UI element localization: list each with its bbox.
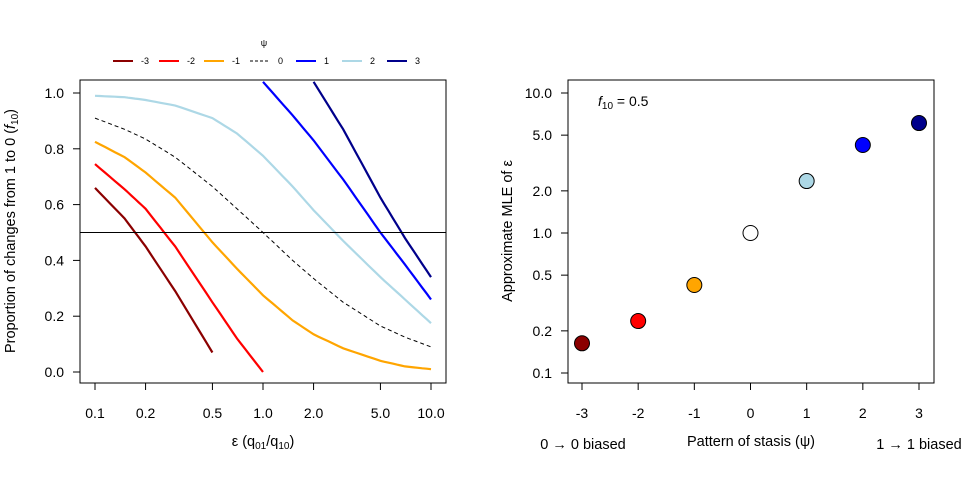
y-axis: 0.0 0.2 0.4 0.6 0.8 1.0 [45,85,80,380]
scatter-point [630,313,647,330]
left-chart: ψ -3 -2 -1 0 1 2 3 0.1 0.2 0.5 1.0 2.0 5.0 10.0 0.00… [3,38,447,452]
legend-label--3: -3 [141,56,149,66]
x-tick-label: -3 [576,405,589,421]
right-chart: -3 -2 -1 0 1 2 3 0.1 0.2 0.5 1.0 2.0 5.0 10.0 f10 = … [500,79,962,453]
x-axis-label-right: Pattern of stasis (ψ) [687,434,815,450]
scatter-point [798,173,815,190]
y-tick-label: 0.2 [45,308,65,324]
left-bias-note: 0 → 0 biased [540,437,625,453]
y-tick-label: 0.1 [533,365,553,381]
y-tick-label: 5.0 [533,127,553,143]
x-tick-label: 2 [859,405,867,421]
legend-label-1: 1 [324,56,329,66]
line-series--1 [94,140,432,371]
legend-label-3: 3 [415,56,420,66]
f10-annotation: f10 = 0.5 [598,93,649,112]
x-tick-label: -2 [632,405,645,421]
line-series-2 [94,94,432,325]
y-tick-label: 0.6 [45,197,65,213]
y-tick-label: 0.8 [45,141,65,157]
y-tick-label: 0.0 [45,364,65,380]
x-tick-label: 5.0 [371,405,391,421]
x-axis-label: ε (q01/q10) [232,434,295,452]
y-tick-label: 1.0 [45,85,65,101]
y-axis-label: Proportion of changes from 1 to 0 (f10) [3,109,21,353]
y-tick-label: 0.4 [45,252,65,268]
legend-label--2: -2 [187,56,195,66]
x-tick-label: 2.0 [304,405,324,421]
x-tick-label: 1 [803,405,811,421]
line-series--3 [94,187,214,354]
line-series-group [94,81,432,373]
x-axis: 0.1 0.2 0.5 1.0 2.0 5.0 10.0 [85,382,445,421]
legend: ψ -3 -2 -1 0 1 2 3 [113,38,420,66]
right-bias-note: 1 → 1 biased [876,437,961,453]
scatter-point [574,335,590,352]
x-tick-label: 1.0 [253,405,273,421]
x-tick-label: 0 [747,405,755,421]
legend-label-0: 0 [278,56,283,66]
scatter-point [742,225,759,241]
y-axis-right: 0.1 0.2 0.5 1.0 2.0 5.0 10.0 [525,85,569,381]
line-series--2 [94,163,264,373]
scatter-point [686,277,703,294]
x-tick-label: -1 [688,405,701,421]
legend-label-2: 2 [370,56,375,66]
x-tick-label: 0.5 [203,405,223,421]
line-series-3 [312,81,432,278]
y-tick-label: 1.0 [533,225,553,241]
scatter-point [854,137,871,154]
y-tick-label: 2.0 [533,183,553,199]
scatter-point [911,115,927,132]
y-tick-label: 0.2 [533,323,553,339]
y-tick-label: 0.5 [533,267,553,283]
scatter-points [574,115,927,352]
x-axis-right: -3 -2 -1 0 1 2 3 [576,382,923,421]
y-axis-label-right: Approximate MLE of ε [500,160,516,302]
x-tick-label: 0.2 [136,405,156,421]
x-tick-label: 0.1 [85,405,105,421]
line-series-1 [262,81,432,301]
legend-label--1: -1 [232,56,240,66]
legend-title: ψ [261,38,267,48]
y-tick-label: 10.0 [525,85,552,101]
x-tick-label: 3 [915,405,923,421]
x-tick-label: 10.0 [417,405,444,421]
